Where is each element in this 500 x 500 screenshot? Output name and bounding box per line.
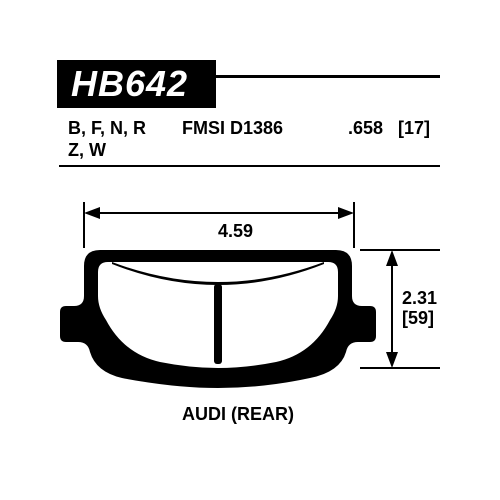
part-number-badge: HB642 — [57, 60, 216, 108]
compound-codes-line1: B, F, N, R — [68, 118, 146, 139]
thickness-mm: [17] — [398, 118, 430, 139]
rule-mid — [59, 165, 440, 167]
height-mm: [59] — [402, 308, 434, 329]
thickness-inches: .658 — [348, 118, 383, 139]
application-label: AUDI (REAR) — [182, 404, 294, 425]
width-dimension: 4.59 [117] — [198, 200, 259, 305]
width-inches: 4.59 — [218, 221, 253, 241]
compound-codes-line2: Z, W — [68, 140, 106, 161]
width-mm: [117] — [218, 263, 259, 283]
height-inches: 2.31 — [402, 288, 437, 309]
spec-sheet: HB642 B, F, N, R Z, W FMSI D1386 .658 [1… — [0, 0, 500, 500]
part-number-text: HB642 — [71, 63, 188, 104]
fmsi-code: FMSI D1386 — [182, 118, 283, 139]
